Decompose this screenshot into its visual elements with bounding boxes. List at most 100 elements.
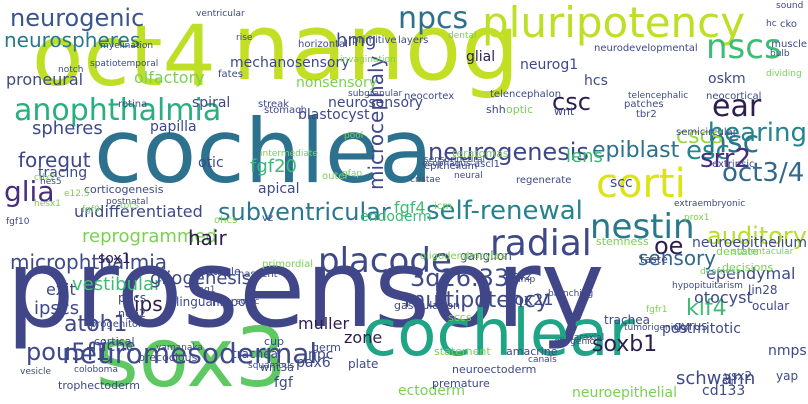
- word: branching: [548, 289, 594, 299]
- word: regenerate: [516, 175, 572, 186]
- word: gastrulation: [394, 299, 461, 312]
- word: 3q26.33: [410, 264, 510, 292]
- word: trachea: [604, 313, 650, 327]
- word: fgf: [274, 375, 293, 391]
- word: multipotency: [404, 288, 549, 313]
- word: npc: [308, 347, 334, 363]
- word: ventricular: [196, 9, 245, 19]
- word: gliogenesis: [150, 268, 252, 289]
- word: corti: [596, 161, 686, 207]
- word: pax6: [296, 355, 331, 371]
- word: neural: [454, 171, 483, 181]
- word: niche: [92, 336, 136, 355]
- word: epiblast: [592, 138, 680, 163]
- word: gliogenic: [554, 337, 595, 347]
- word: squamous: [248, 361, 295, 371]
- word: sccs: [448, 311, 472, 324]
- word: vz: [262, 213, 274, 224]
- word: sound: [776, 1, 804, 11]
- word: neuroepithelial: [572, 385, 677, 401]
- word: neocortical: [706, 91, 762, 102]
- word: mmp: [512, 275, 536, 285]
- word: glial: [466, 49, 496, 65]
- word: pou5f1: [26, 338, 111, 366]
- word: otocyst: [694, 288, 753, 307]
- word: hes5: [40, 177, 62, 187]
- word: atoh1: [64, 312, 128, 337]
- word: cup: [264, 335, 285, 348]
- word: rise: [236, 33, 253, 43]
- word: nsc: [708, 125, 760, 160]
- word: invagination: [340, 55, 396, 65]
- word: glia: [4, 175, 55, 208]
- word: ocular: [752, 299, 790, 313]
- word: dividing: [766, 69, 802, 79]
- word: corticogenesis: [84, 183, 164, 196]
- word: csc: [552, 88, 591, 116]
- word: ectoderm: [398, 383, 466, 399]
- word: neurosensory: [328, 95, 424, 111]
- word: scc: [610, 175, 633, 191]
- word: statement: [434, 345, 491, 358]
- word: neurospheres: [4, 28, 141, 52]
- word: horizontal: [298, 39, 348, 50]
- word: oct3/4: [722, 158, 805, 188]
- word: layers: [398, 35, 429, 46]
- word: microphthalmia: [10, 250, 168, 274]
- word: npcs: [398, 1, 469, 36]
- word: dentate: [716, 245, 759, 258]
- word: nmps: [768, 343, 807, 359]
- word: neuromesodermal: [62, 337, 318, 370]
- word: cochlea: [94, 100, 433, 203]
- word: cd133: [702, 383, 746, 399]
- word: radial: [490, 223, 592, 264]
- word: tracing: [38, 165, 88, 181]
- word: subventricular: [218, 198, 391, 226]
- word: stomach: [264, 105, 307, 116]
- word: sustentacular: [732, 247, 794, 257]
- word: fgfr1: [646, 305, 668, 315]
- word: self-renewal: [426, 196, 583, 226]
- word: cko: [780, 19, 798, 30]
- word: pool: [344, 131, 364, 141]
- word: cscs: [676, 124, 724, 149]
- word: icm: [434, 201, 453, 212]
- word: yamanaka: [156, 343, 203, 353]
- word: neurogenic: [10, 4, 145, 32]
- word: trophectoderm: [58, 379, 140, 392]
- word: stemness: [596, 235, 649, 248]
- word: amacrine: [506, 345, 558, 358]
- word: cdx2: [34, 173, 56, 183]
- word: lingual: [176, 295, 217, 309]
- word: foregut: [18, 148, 91, 172]
- word: undifferentiated: [74, 202, 203, 221]
- word: streak: [258, 99, 290, 110]
- word: semicircular: [676, 127, 737, 138]
- word: srr2: [700, 144, 752, 174]
- word: telencephalic: [628, 91, 689, 101]
- word: fates: [218, 69, 243, 80]
- word: neuroectoderm: [452, 363, 537, 376]
- word: vestibular: [72, 274, 162, 295]
- word: progenitors: [90, 319, 148, 330]
- word: primitive: [352, 35, 397, 46]
- word: esc: [686, 136, 730, 166]
- word: ear: [712, 89, 762, 124]
- word: wnt3a: [260, 361, 295, 374]
- word: spiral: [192, 95, 231, 111]
- word: prosensory: [6, 227, 605, 352]
- word: prox1: [684, 213, 710, 223]
- word: proneural: [6, 70, 84, 89]
- word: wnt: [554, 105, 575, 118]
- word: neuroepithelium: [691, 235, 807, 251]
- word: deafness: [700, 267, 741, 277]
- word: e12.5: [64, 189, 90, 199]
- word: myelination: [100, 41, 154, 51]
- word: vesicle: [20, 367, 52, 377]
- word: oct4: [32, 7, 216, 105]
- word: zone: [344, 328, 383, 347]
- word: jag1: [196, 285, 216, 295]
- word: nscs: [706, 27, 782, 67]
- word: intermediate: [260, 149, 318, 159]
